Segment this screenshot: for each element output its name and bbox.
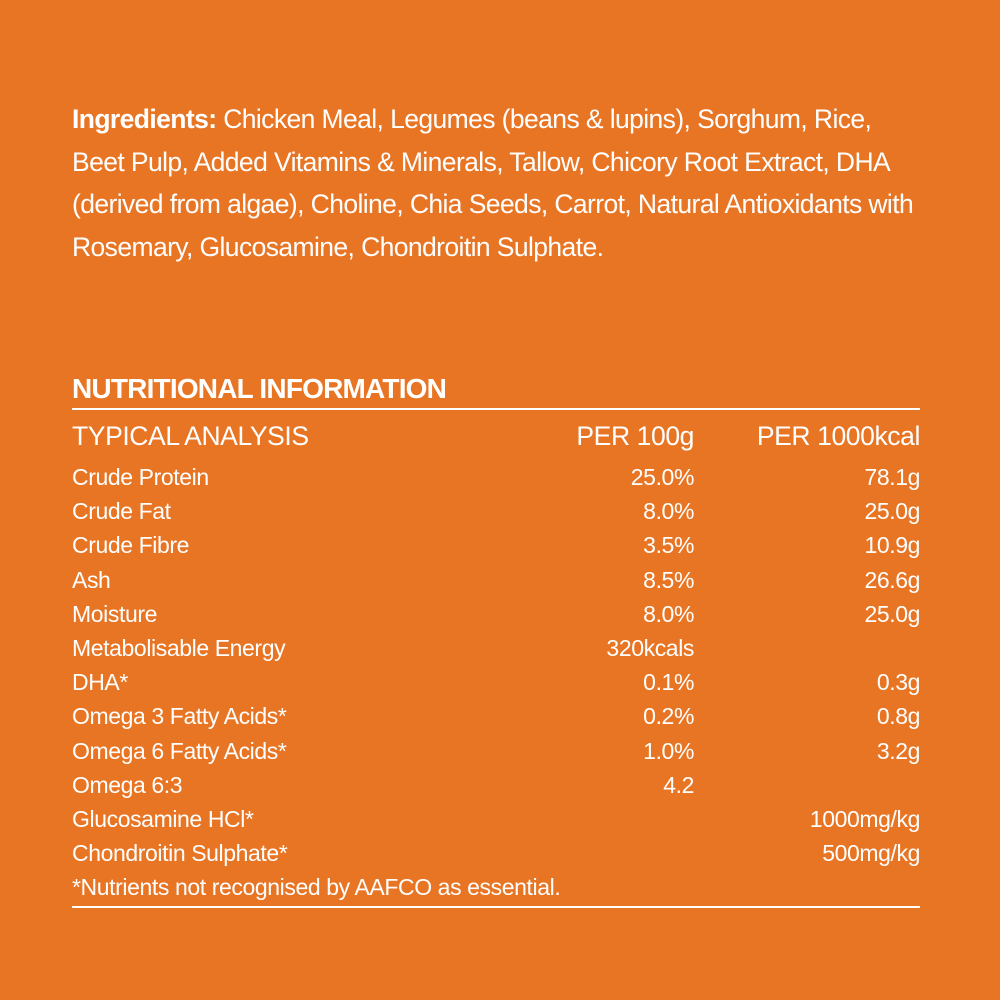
table-cell: Ash <box>72 566 111 593</box>
table-cell: Omega 6:3 <box>72 771 183 798</box>
ingredients: Ingredients: Chicken Meal, Legumes (bean… <box>72 98 922 268</box>
ingredients-label: Ingredients: <box>72 104 217 134</box>
table-cell: Chondroitin Sulphate* <box>72 840 288 867</box>
table-cell: Moisture <box>72 600 157 627</box>
header-cell: PER 1000kcal <box>756 421 921 451</box>
table-cell: Omega 3 Fatty Acids* <box>72 703 287 730</box>
table-cell <box>494 836 694 870</box>
table-body: Crude Protein 25.0% 78.1g Crude Fat 8.0% 25.0… <box>72 460 920 870</box>
table-cell: Crude Fibre <box>72 532 190 559</box>
table-row: Omega 6:3 4.2 <box>72 768 920 802</box>
table-cell: 26.6g <box>864 566 920 593</box>
table-cell: 0.1% <box>643 669 694 696</box>
table-cell <box>694 631 920 665</box>
table-cell: DHA* <box>72 669 128 696</box>
table-row: Crude Protein 25.0% 78.1g <box>72 460 920 494</box>
table-row: Omega 6 Fatty Acids* 1.0% 3.2g <box>72 734 920 768</box>
table-row: Glucosamine HCl* 1000mg/kg <box>72 802 920 836</box>
header-cell: TYPICAL ANALYSIS <box>72 421 309 451</box>
table-cell: 8.0% <box>643 498 694 525</box>
table-cell: 0.8g <box>876 703 921 730</box>
nutrition-title: NUTRITIONAL INFORMATION <box>72 373 447 404</box>
table-row: Moisture 8.0% 25.0g <box>72 597 920 631</box>
table-cell: 0.3g <box>876 669 921 696</box>
rule <box>72 906 920 909</box>
nutrition-panel: NUTRITIONAL INFORMATION TYPICAL ANALYSIS… <box>72 370 920 909</box>
table-cell: 320kcals <box>606 634 694 661</box>
footnote: *Nutrients not recognised by AAFCO as es… <box>72 874 561 901</box>
table-cell: 8.0% <box>643 600 694 627</box>
table-cell: 500mg/kg <box>822 840 920 867</box>
table-cell: 25.0% <box>630 464 695 490</box>
table-cell: Omega 6 Fatty Acids* <box>72 737 287 764</box>
header-cell: PER 100g <box>576 421 694 451</box>
table-cell: 1.0% <box>643 737 694 764</box>
table-cell <box>494 802 694 836</box>
table-cell: Crude Protein <box>72 464 209 490</box>
table-cell: 78.1g <box>864 464 920 490</box>
table-cell: 1000mg/kg <box>809 805 921 832</box>
table-cell: Metabolisable Energy <box>72 634 286 661</box>
table-cell: 0.2% <box>643 703 694 730</box>
table-row: Metabolisable Energy 320kcals <box>72 631 920 665</box>
table-cell: Glucosamine HCl* <box>72 805 254 832</box>
table-row: DHA* 0.1% 0.3g <box>72 665 920 699</box>
table-cell: 8.5% <box>643 566 694 593</box>
table-row: Chondroitin Sulphate* 500mg/kg <box>72 836 920 870</box>
table-cell: Crude Fat <box>72 498 171 525</box>
table-cell: 10.9g <box>864 532 920 559</box>
table-cell <box>694 768 920 802</box>
table-cell: 25.0g <box>864 498 920 525</box>
table-cell: 4.2 <box>663 771 694 798</box>
rule <box>72 408 920 410</box>
table-row: Crude Fibre 3.5% 10.9g <box>72 528 920 562</box>
table-cell: 3.2g <box>876 737 921 764</box>
table-header: TYPICAL ANALYSIS PER 100g PER 1000kcal <box>72 410 920 456</box>
table-row: Omega 3 Fatty Acids* 0.2% 0.8g <box>72 699 920 733</box>
table-row: Crude Fat 8.0% 25.0g <box>72 494 920 528</box>
table-cell: 3.5% <box>643 532 694 559</box>
ingredients-text: Chicken Meal, Legumes (beans & lupins), … <box>72 104 914 262</box>
table-cell: 25.0g <box>864 600 920 627</box>
table-row: Ash 8.5% 26.6g <box>72 563 920 597</box>
